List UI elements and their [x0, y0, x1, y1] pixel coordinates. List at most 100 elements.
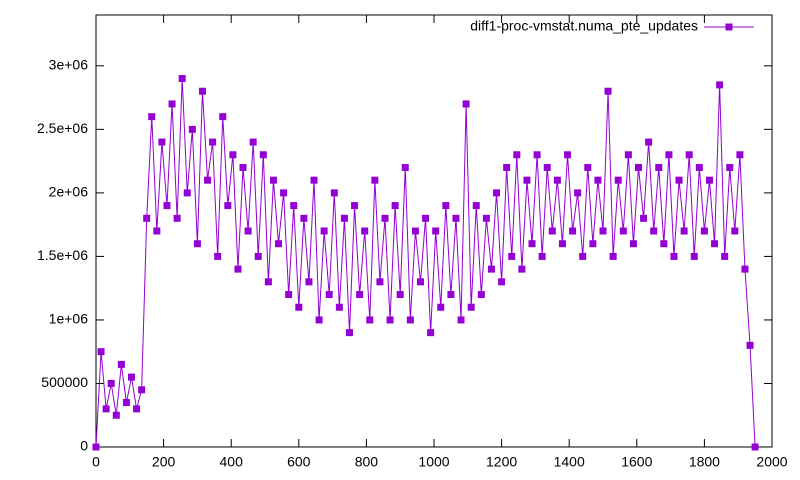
point [518, 265, 526, 273]
point [716, 81, 724, 89]
point [371, 176, 379, 184]
point [422, 214, 430, 222]
point [589, 240, 597, 248]
point [107, 379, 115, 387]
point [117, 360, 125, 368]
point [264, 278, 272, 286]
point [275, 240, 283, 248]
point [300, 214, 308, 222]
point [432, 227, 440, 235]
point [229, 151, 237, 159]
point [447, 291, 455, 299]
point [356, 291, 364, 299]
point [700, 227, 708, 235]
x-tick-label: 2000 [756, 454, 787, 470]
y-tick-label: 500000 [41, 374, 88, 390]
point [219, 113, 227, 121]
point [183, 189, 191, 197]
point [457, 316, 465, 324]
point [685, 151, 693, 159]
point [660, 240, 668, 248]
point [690, 252, 698, 260]
point [305, 278, 313, 286]
x-tick-label: 1000 [418, 454, 449, 470]
point [234, 265, 242, 273]
x-tick-label: 1800 [689, 454, 720, 470]
point [163, 202, 171, 210]
point [569, 227, 577, 235]
point [193, 240, 201, 248]
point [325, 291, 333, 299]
point [462, 100, 470, 108]
point [503, 163, 511, 171]
point [396, 291, 404, 299]
x-tick-label: 600 [287, 454, 311, 470]
point [259, 151, 267, 159]
y-tick-label: 3e+06 [49, 57, 89, 73]
point [127, 373, 135, 381]
point [285, 291, 293, 299]
point [640, 214, 648, 222]
point [538, 252, 546, 260]
point [224, 202, 232, 210]
point [204, 176, 212, 184]
point [721, 252, 729, 260]
point [711, 240, 719, 248]
point [523, 176, 531, 184]
point [467, 303, 475, 311]
point [594, 176, 602, 184]
point [173, 214, 181, 222]
point [133, 405, 141, 413]
point [548, 227, 556, 235]
point [102, 405, 110, 413]
point [619, 227, 627, 235]
point [736, 151, 744, 159]
point [254, 252, 262, 260]
legend-label: diff1-proc-vmstat.numa_pte_updates [470, 18, 698, 34]
point [599, 227, 607, 235]
x-tick-label: 1400 [554, 454, 585, 470]
point [214, 252, 222, 260]
legend-marker [725, 23, 733, 31]
point [746, 341, 754, 349]
point [239, 163, 247, 171]
point [290, 202, 298, 210]
point [579, 252, 587, 260]
point [330, 189, 338, 197]
point [493, 189, 501, 197]
point [340, 214, 348, 222]
y-tick-label: 1e+06 [49, 311, 89, 327]
point [508, 252, 516, 260]
point [315, 316, 323, 324]
point [391, 202, 399, 210]
point [487, 265, 495, 273]
point [741, 265, 749, 273]
y-tick-label: 2.5e+06 [37, 120, 88, 136]
point [629, 240, 637, 248]
point [244, 227, 252, 235]
point [376, 278, 384, 286]
point [153, 227, 161, 235]
point [427, 329, 435, 337]
point [726, 163, 734, 171]
point [97, 348, 105, 356]
point [528, 240, 536, 248]
point [584, 163, 592, 171]
point [680, 227, 688, 235]
point [361, 227, 369, 235]
x-tick-label: 400 [220, 454, 244, 470]
point [178, 75, 186, 83]
point [705, 176, 713, 184]
point [188, 125, 196, 133]
point [477, 291, 485, 299]
point [543, 163, 551, 171]
y-tick-label: 1.5e+06 [37, 247, 88, 263]
point [416, 278, 424, 286]
point [614, 176, 622, 184]
point [406, 316, 414, 324]
point [695, 163, 703, 171]
series-line [95, 78, 756, 448]
x-tick-label: 0 [92, 454, 100, 470]
point [675, 176, 683, 184]
point [381, 214, 389, 222]
